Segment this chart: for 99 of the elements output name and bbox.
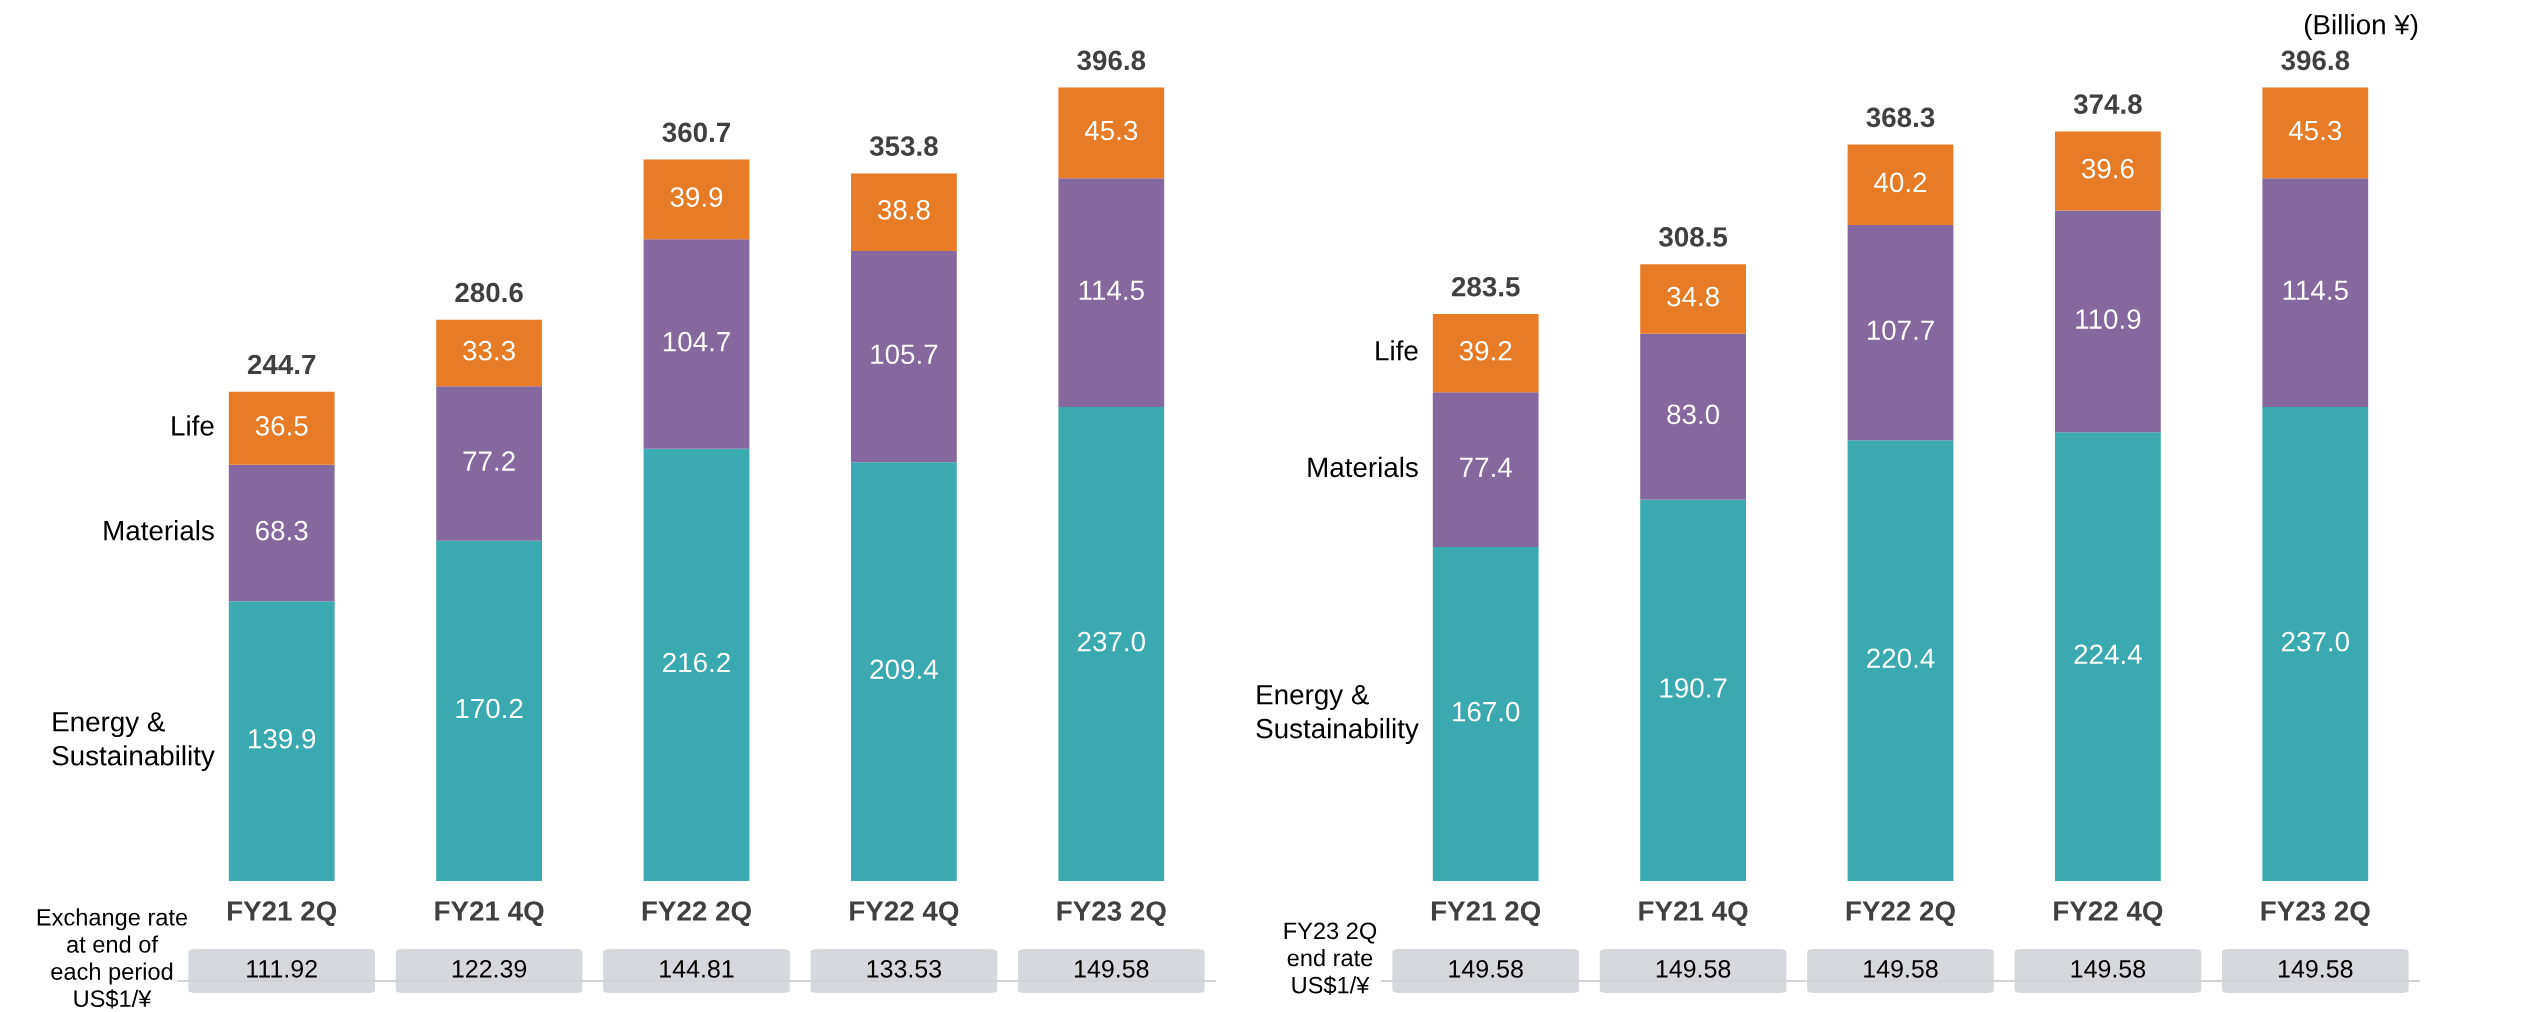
bar <box>2055 210 2161 433</box>
data-label: 33.3 <box>463 340 515 361</box>
data-label: 224.4 <box>2074 644 2142 664</box>
text: 149.58 <box>1449 960 1523 978</box>
bar <box>2055 131 2161 211</box>
data-label: 83.0 <box>1667 404 1720 425</box>
bar <box>436 319 542 387</box>
data-label: 39.9 <box>670 187 723 207</box>
total-label: 374.8 <box>2073 94 2142 115</box>
bar <box>643 239 750 449</box>
data-label: 114.5 <box>1079 280 1144 301</box>
bar <box>1847 440 1954 881</box>
x-tick-label: FY22 2Q <box>1846 901 1955 927</box>
text: 144.81 <box>660 960 734 978</box>
x-tick-label: FY21 4Q <box>435 901 544 927</box>
data-label: 209.4 <box>870 659 938 680</box>
data-label: 216.2 <box>663 652 730 673</box>
text: FY23 2Q end rate US$1/¥ <box>1284 922 1377 995</box>
bar <box>1640 264 1746 334</box>
data-label: 39.2 <box>1459 340 1512 361</box>
bar <box>436 540 542 881</box>
series-label: Energy & Sustainability <box>52 712 215 772</box>
data-label: 45.3 <box>2288 120 2342 141</box>
text: 149.58 <box>2071 960 2146 978</box>
text: 149.58 <box>1656 960 1731 978</box>
chart-title: (Billion ¥) <box>2304 14 2418 40</box>
x-tick-label: FY23 2Q <box>1057 901 1166 927</box>
text: 133.53 <box>867 960 942 978</box>
bar <box>228 464 335 602</box>
data-label: 40.2 <box>1874 172 1927 193</box>
text: Exchange rate at end of each period US$1/¥ <box>37 908 188 1009</box>
bar <box>2262 178 2369 408</box>
data-label: 36.5 <box>255 416 308 436</box>
series-label: Energy & Sustainability <box>1256 685 1419 744</box>
x-tick-label: FY22 4Q <box>850 901 959 927</box>
text: 149.58 <box>1074 960 1149 978</box>
series-label: Materials <box>104 520 214 541</box>
text: 149.58 <box>2278 960 2353 978</box>
bar <box>2055 432 2161 881</box>
data-label: 38.8 <box>877 199 930 220</box>
bar <box>2262 87 2369 179</box>
bar <box>1847 224 1954 441</box>
x-tick-label: FY21 4Q <box>1639 901 1748 927</box>
x-tick-label: FY21 2Q <box>227 901 337 927</box>
total-label: 396.8 <box>1077 50 1146 71</box>
data-label: 34.8 <box>1667 286 1719 307</box>
data-label: 237.0 <box>2281 631 2349 652</box>
total-label: 368.3 <box>1866 107 1935 128</box>
series-label: Life <box>1376 340 1418 361</box>
data-label: 77.2 <box>463 451 515 471</box>
data-label: 167.0 <box>1453 701 1520 722</box>
data-label: 190.7 <box>1660 678 1727 698</box>
bar <box>1640 333 1746 500</box>
total-label: 280.6 <box>455 282 523 303</box>
data-label: 170.2 <box>456 698 523 719</box>
total-label: 396.8 <box>2281 50 2350 71</box>
x-tick-label: FY23 2Q <box>2261 901 2370 927</box>
bar <box>1432 392 1539 548</box>
total-label: 244.7 <box>247 354 316 375</box>
bar <box>1640 499 1746 881</box>
data-label: 110.9 <box>2076 309 2141 329</box>
data-label: 114.5 <box>2283 280 2348 301</box>
bar <box>643 159 750 240</box>
bar <box>643 448 750 881</box>
bar <box>1058 178 1165 408</box>
total-label: 360.7 <box>662 122 731 143</box>
bar <box>851 250 957 463</box>
bar <box>851 173 957 251</box>
text: 111.92 <box>247 960 317 978</box>
x-tick-label: FY22 2Q <box>642 901 751 927</box>
bar <box>851 462 957 881</box>
data-label: 237.0 <box>1077 631 1145 652</box>
total-label: 353.8 <box>869 136 938 157</box>
total-label: 283.5 <box>1451 276 1520 297</box>
bar <box>228 391 335 465</box>
bar <box>436 386 542 541</box>
series-label: Life <box>172 415 214 436</box>
data-label: 220.4 <box>1867 648 1935 669</box>
total-label: 308.5 <box>1658 227 1728 247</box>
text: 149.58 <box>1864 960 1938 978</box>
data-label: 45.3 <box>1084 120 1138 141</box>
text: 122.39 <box>452 960 527 978</box>
data-label: 139.9 <box>249 728 316 749</box>
data-label: 107.7 <box>1867 320 1934 341</box>
bar <box>1058 407 1165 881</box>
data-label: 39.6 <box>2081 158 2134 179</box>
data-label: 105.7 <box>871 344 938 365</box>
bar <box>1058 87 1165 179</box>
x-tick-label: FY22 4Q <box>2054 901 2163 927</box>
bar <box>1432 313 1539 393</box>
series-label: Materials <box>1308 456 1418 478</box>
data-label: 77.4 <box>1460 457 1512 477</box>
bar <box>1432 547 1539 881</box>
bar <box>1847 144 1954 225</box>
x-tick-label: FY21 2Q <box>1431 901 1541 927</box>
data-label: 104.7 <box>663 331 730 352</box>
bar <box>2262 407 2369 881</box>
data-label: 68.3 <box>256 520 308 541</box>
bar <box>228 601 335 881</box>
